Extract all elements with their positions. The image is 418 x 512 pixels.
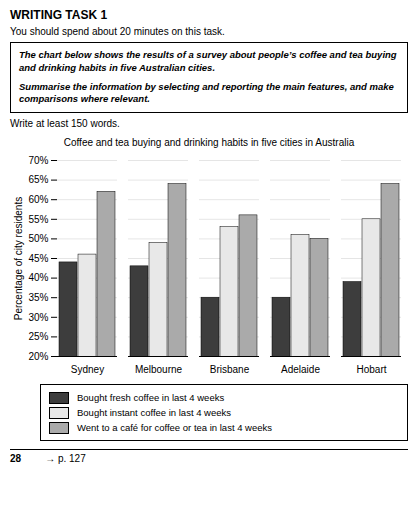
svg-text:Percentage of city residents: Percentage of city residents xyxy=(13,197,24,320)
svg-text:65%: 65% xyxy=(28,175,48,186)
svg-text:Melbourne: Melbourne xyxy=(135,364,183,375)
svg-text:45%: 45% xyxy=(28,253,48,264)
svg-text:25%: 25% xyxy=(28,331,48,342)
svg-text:Sydney: Sydney xyxy=(71,364,104,375)
html-text:Bought fresh coffee in last 4: Bought fresh coffee in last 4 weeks xyxy=(77,392,225,404)
html-text:Summarise the information by s: Summarise the information by selecting a… xyxy=(19,80,394,105)
html-text:Coffee and tea buying and drin: Coffee and tea buying and drinking habit… xyxy=(63,137,355,149)
svg-text:20%: 20% xyxy=(28,351,48,362)
svg-text:60%: 60% xyxy=(28,194,48,205)
svg-text:55%: 55% xyxy=(28,214,48,225)
html-text:28: 28 xyxy=(10,453,22,465)
svg-text:30%: 30% xyxy=(28,312,48,323)
svg-text:Hobart: Hobart xyxy=(356,364,386,375)
svg-text:70%: 70% xyxy=(28,155,48,166)
html-text:Write at least 150 words.: Write at least 150 words. xyxy=(10,118,120,130)
html-text:The chart below shows the resu: The chart below shows the results of a s… xyxy=(19,49,397,73)
svg-text:35%: 35% xyxy=(28,292,48,303)
svg-text:50%: 50% xyxy=(28,233,48,244)
html-text:You should spend about 20 minu: You should spend about 20 minutes on thi… xyxy=(10,26,225,37)
html-text:Went to a café for coffee or t: Went to a café for coffee or tea in last… xyxy=(77,422,272,434)
html-text:→ p. 127: → p. 127 xyxy=(45,453,86,465)
svg-text:Brisbane: Brisbane xyxy=(210,364,250,375)
svg-text:40%: 40% xyxy=(28,273,48,284)
html-text:Bought instant coffee in last: Bought instant coffee in last 4 weeks xyxy=(77,407,231,419)
html-text:WRITING TASK 1: WRITING TASK 1 xyxy=(10,8,108,22)
svg-text:Adelaide: Adelaide xyxy=(281,364,320,375)
